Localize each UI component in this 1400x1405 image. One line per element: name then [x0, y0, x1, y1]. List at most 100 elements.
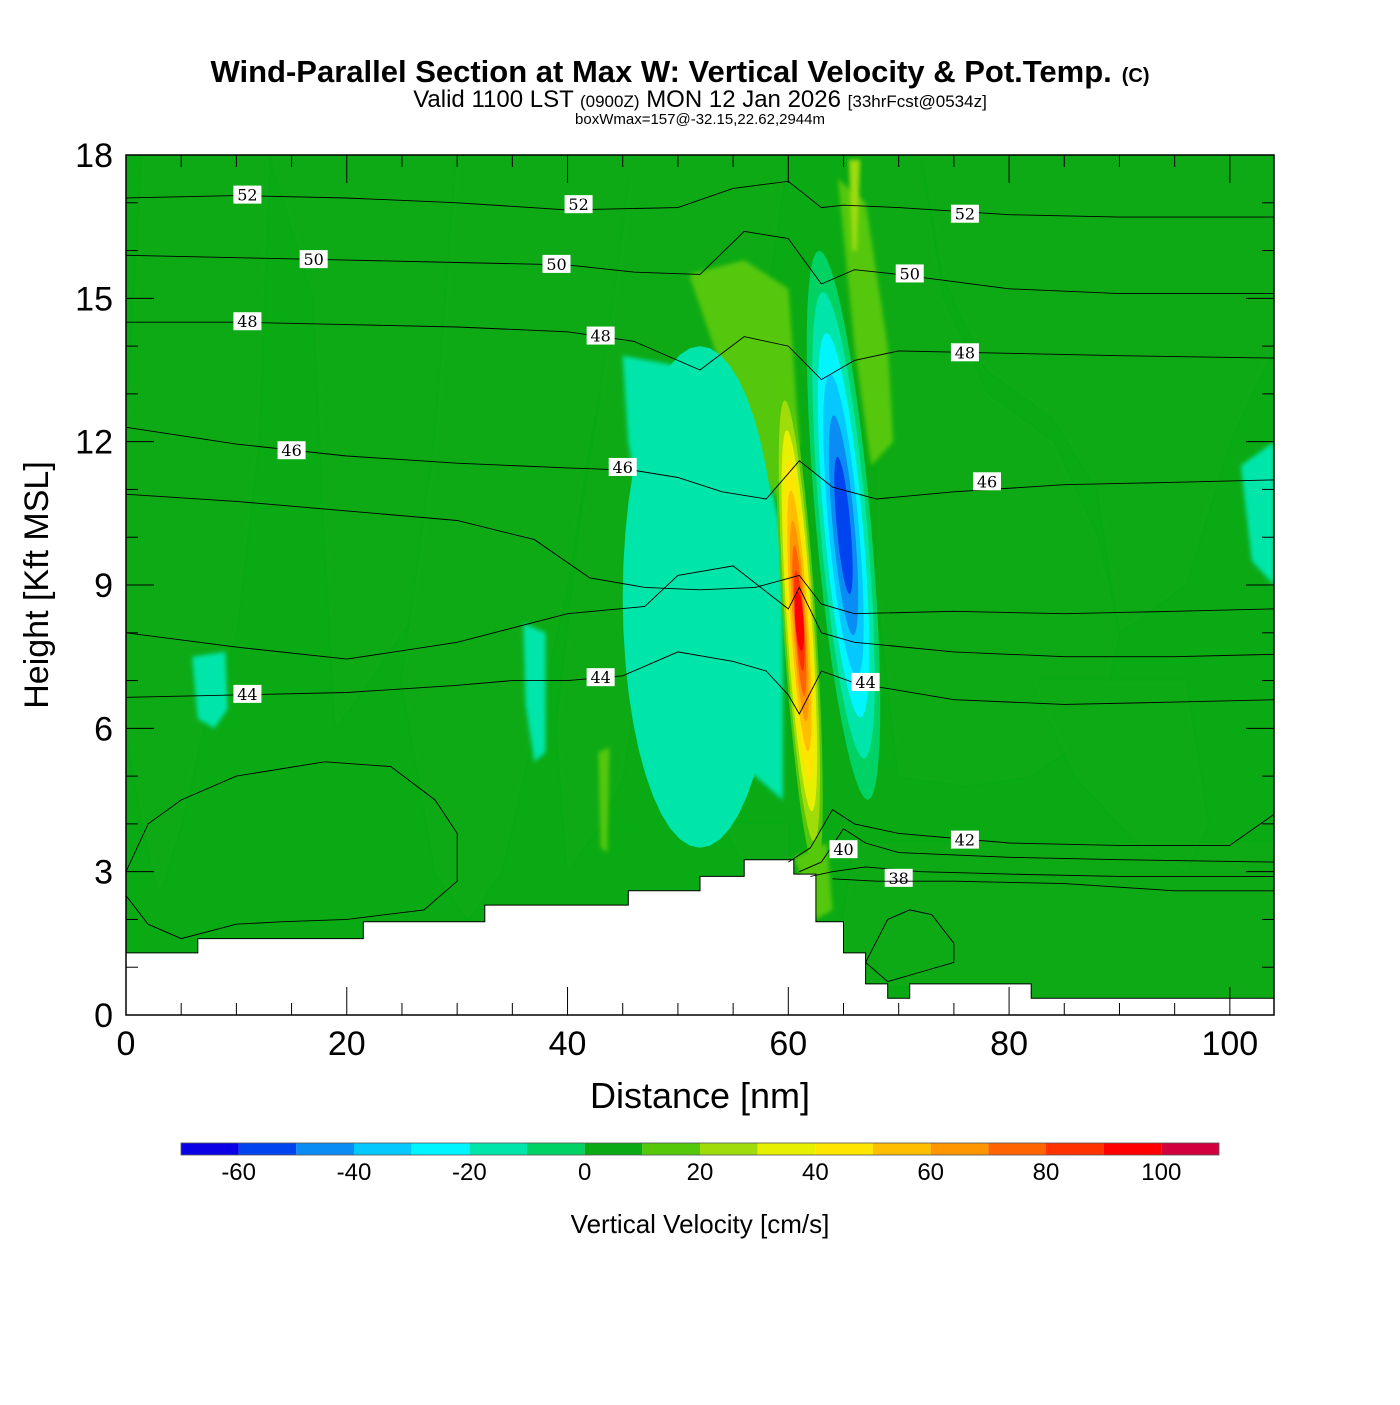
plot-area: 52 52 52 50 50 50 48 48 48 46 46 46 44 44 44 42 40 38 — [126, 155, 1274, 1015]
contour-label-text: 48 — [955, 343, 975, 362]
contour-label-text: 48 — [237, 312, 257, 331]
colorbar-swatch — [181, 1143, 239, 1155]
contour-label-box — [608, 457, 637, 476]
w-feature-cores — [622, 250, 881, 872]
colorbar-swatch — [873, 1143, 931, 1155]
velocity-patch — [849, 159, 861, 251]
colorbar-swatch — [930, 1143, 989, 1155]
contour-label-text: 40 — [833, 840, 853, 859]
y-tick-label: 0 — [94, 997, 113, 1035]
colorbar-swatch — [527, 1143, 585, 1155]
x-tick-label: 60 — [769, 1025, 807, 1063]
axes: 0 20 40 60 80 100 0 3 6 9 12 15 18 — [75, 137, 1274, 1063]
velocity-patch — [598, 747, 610, 853]
contour-label-box — [829, 840, 858, 859]
contour-label: 44 — [851, 672, 880, 692]
contour-label-box — [950, 343, 979, 362]
colorbar-swatch — [469, 1143, 527, 1155]
theta-contour — [788, 808, 1274, 863]
velocity-patch — [854, 155, 1120, 786]
colorbar: -60 -40 -20 0 20 40 60 80 100 — [180, 1142, 1220, 1186]
theta-contour — [865, 909, 955, 983]
theta-contour — [126, 651, 1274, 715]
x-tick-label: 100 — [1201, 1025, 1258, 1063]
chart-subtitle: Valid 1100 LST (0900Z) MON 12 Jan 2026 [… — [413, 86, 987, 113]
theta-contour — [126, 493, 1274, 615]
contour-label-box — [950, 830, 979, 849]
contour-label: 44 — [233, 684, 262, 704]
updraft-level — [794, 590, 804, 651]
box-note: boxWmax=157@-32.15,22.62,2944m — [575, 111, 825, 128]
theta-contour — [126, 426, 1274, 500]
contour-label-text: 44 — [237, 685, 257, 704]
colorbar-tick-label: 80 — [1033, 1159, 1060, 1186]
theta-contour — [799, 828, 1274, 873]
x-tick-label: 0 — [117, 1025, 136, 1063]
colorbar-swatch — [815, 1143, 873, 1155]
contour-label: 50 — [895, 264, 924, 283]
weak_downdraft_band-level — [622, 346, 778, 848]
velocity-patch — [523, 623, 546, 762]
contour-label-box — [277, 441, 306, 460]
colorbar-tick-label: -60 — [221, 1159, 256, 1186]
colorbar-swatch — [411, 1143, 470, 1155]
contour-label: 48 — [586, 326, 615, 346]
contour-label-box — [950, 204, 979, 223]
contour-label: 42 — [950, 830, 979, 850]
contour-label-text: 50 — [546, 255, 566, 274]
y-tick-label: 12 — [75, 424, 113, 462]
y-tick-label: 6 — [94, 710, 113, 748]
velocity-patch — [838, 178, 894, 466]
velocity-patch — [192, 651, 228, 729]
contour-label: 46 — [277, 441, 306, 460]
colorbar-tick-label: 20 — [687, 1159, 714, 1186]
contour-label: 50 — [299, 250, 328, 269]
velocity-patch — [722, 823, 789, 863]
contour-label-box — [586, 668, 615, 687]
contour-label-text: 50 — [303, 250, 323, 269]
colorbar-swatch — [584, 1143, 643, 1155]
colorbar-swatch — [296, 1143, 354, 1155]
y-tick-label: 15 — [75, 280, 113, 318]
contour-label: 38 — [884, 868, 913, 888]
colorbar-swatch — [1161, 1143, 1219, 1155]
contour-label: 46 — [608, 457, 637, 477]
contour-label: 44 — [586, 668, 615, 687]
contour-label-box — [233, 684, 262, 703]
y-tick-label: 9 — [94, 567, 113, 605]
contour-label: 52 — [950, 204, 979, 224]
x-axis-label: Distance [nm] — [590, 1075, 810, 1116]
contour-label: 40 — [829, 840, 858, 859]
theta-contours: 52 52 52 50 50 50 48 48 48 46 46 46 44 44 44 42 40 38 — [126, 180, 1274, 983]
y-axis-label: Height [Kft MSL] — [18, 461, 56, 709]
contour-label-text: 46 — [281, 441, 301, 460]
contour-label-text: 52 — [568, 195, 588, 214]
x-tick-label: 80 — [990, 1025, 1028, 1063]
contour-label-box — [586, 326, 615, 345]
contour-label-box — [299, 250, 328, 269]
theta-contour — [126, 230, 1274, 295]
colorbar-swatch — [757, 1143, 816, 1155]
chart-title: Wind-Parallel Section at Max W: Vertical… — [210, 54, 1149, 89]
contour-label-text: 48 — [590, 327, 610, 346]
velocity-shading — [126, 155, 1274, 1001]
colorbar-label: Vertical Velocity [cm/s] — [571, 1209, 830, 1239]
contour-label-box — [564, 195, 593, 214]
contour-label: 52 — [233, 185, 262, 205]
contour-label-box — [884, 868, 913, 887]
velocity-patch — [126, 155, 270, 896]
contour-label-box — [233, 312, 262, 331]
contour-label-box — [851, 672, 880, 691]
velocity-patch — [689, 260, 800, 514]
contour-label-text: 50 — [900, 264, 920, 283]
contour-label-text: 46 — [977, 472, 997, 491]
colorbar-tick-label: -20 — [452, 1159, 487, 1186]
colorbar-swatch — [988, 1143, 1046, 1155]
colorbar-swatch — [1103, 1143, 1162, 1155]
velocity-patch — [920, 155, 1274, 633]
velocity-patch — [1240, 441, 1274, 585]
contour-label-text: 44 — [590, 668, 610, 687]
y-tick-label: 18 — [75, 137, 113, 175]
